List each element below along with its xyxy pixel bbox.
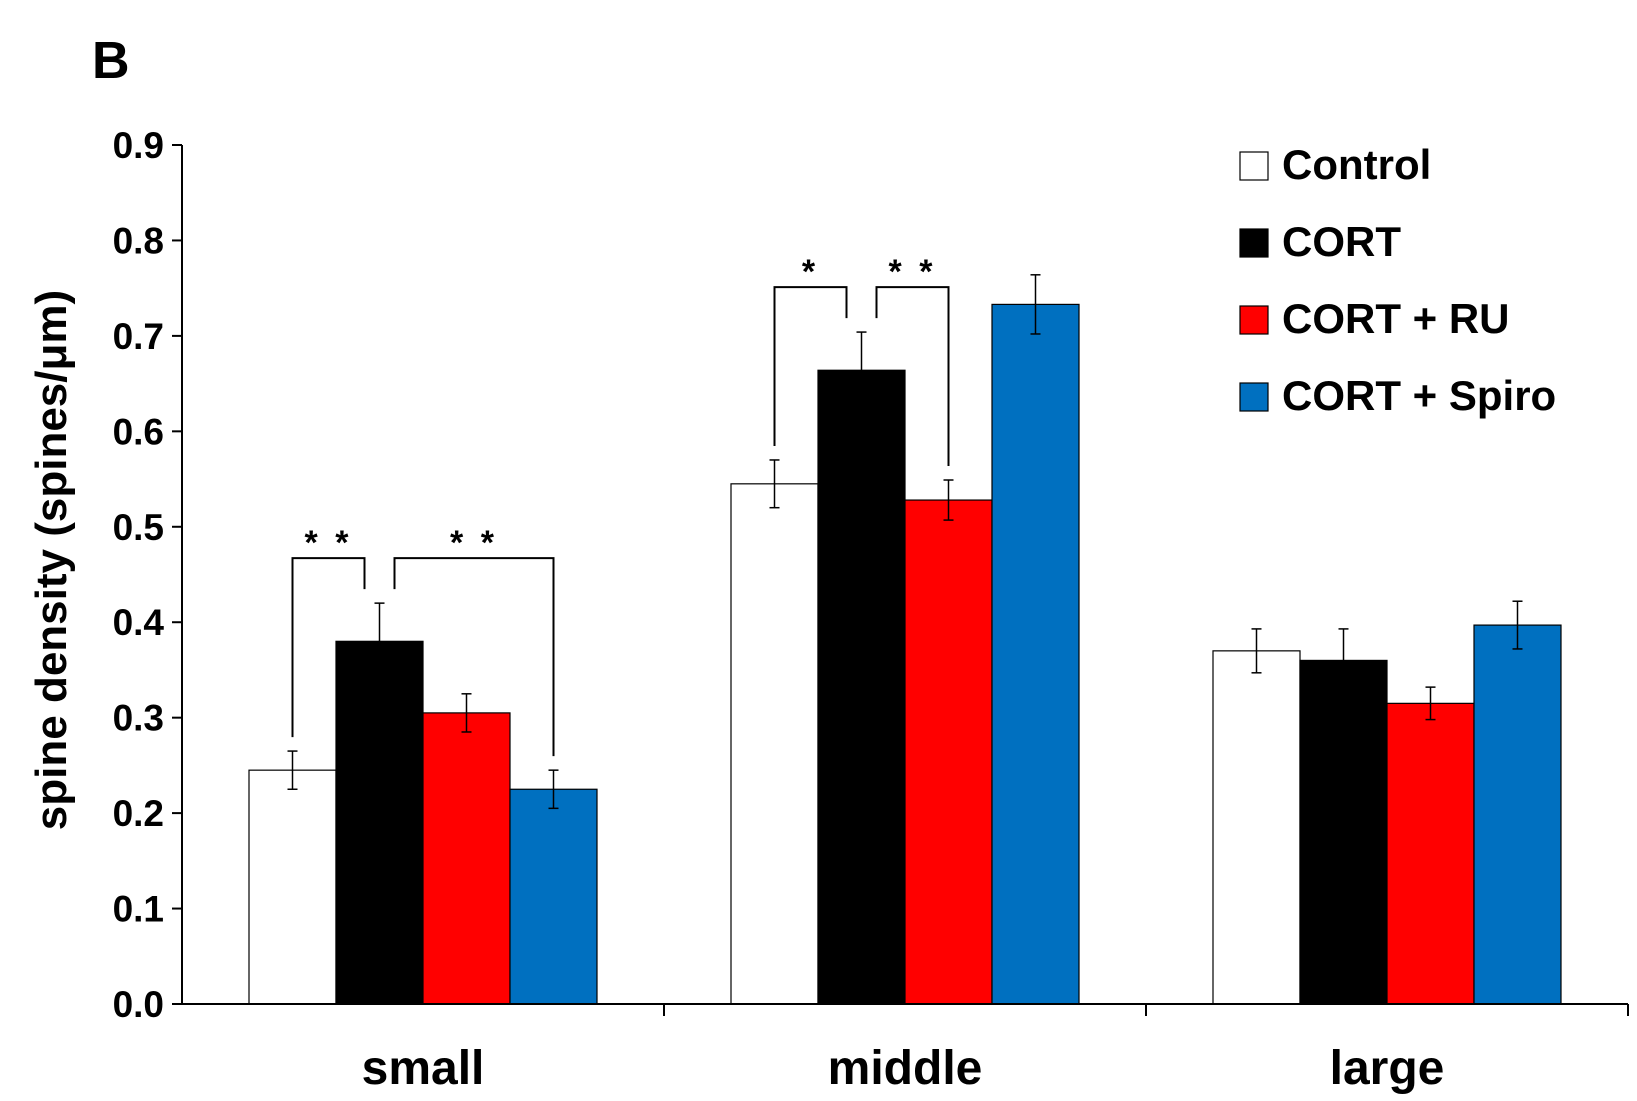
legend-swatch: [1239, 151, 1269, 181]
legend: Control CORT CORT + RU CORT + Spiro: [1239, 141, 1556, 419]
bar: [730, 483, 819, 1005]
error-bar: [1030, 274, 1041, 335]
bar: [1212, 650, 1301, 1005]
significance-bracket: [773, 286, 848, 446]
significance-label: * *: [450, 524, 498, 562]
error-bar: [769, 459, 780, 509]
y-tick-label: 0.2: [113, 793, 164, 834]
y-tick-label: 0.5: [113, 507, 164, 548]
y-tick-label: 0.6: [113, 411, 164, 452]
legend-label: Control: [1282, 141, 1431, 188]
bar: [817, 369, 906, 1005]
error-bar: [548, 769, 559, 810]
significance-label: * *: [889, 253, 937, 291]
bar: [248, 769, 337, 1005]
y-tick-label: 0.8: [113, 220, 164, 261]
error-bar: [943, 479, 954, 521]
error-bar: [1425, 686, 1436, 721]
y-tick-label: 0.0: [113, 984, 164, 1025]
error-bar: [1512, 600, 1523, 650]
legend-swatch: [1239, 228, 1269, 258]
y-tick-label: 0.3: [113, 698, 164, 739]
x-tick-label: middle: [828, 1042, 983, 1095]
x-tick-label: small: [362, 1042, 485, 1095]
legend-swatch: [1239, 305, 1269, 335]
significance-bracket: [393, 557, 555, 757]
x-tick-label: large: [1330, 1042, 1445, 1095]
legend-swatch: [1239, 382, 1269, 412]
error-bar: [374, 602, 385, 681]
y-axis-label: spine density (spines/μm): [27, 290, 76, 830]
legend-label: CORT + RU: [1282, 295, 1510, 342]
y-tick-label: 0.1: [113, 889, 164, 930]
bar: [1386, 702, 1475, 1005]
error-bar: [1251, 628, 1262, 674]
legend-label: CORT: [1282, 218, 1401, 265]
error-bar: [287, 750, 298, 790]
significance-label: * *: [305, 524, 353, 562]
bar: [509, 788, 598, 1005]
error-bar: [461, 693, 472, 733]
bar: [991, 303, 1080, 1005]
error-bar: [1338, 628, 1349, 693]
y-tick-label: 0.4: [113, 602, 165, 643]
significance-bracket: [291, 557, 366, 738]
bar: [422, 712, 511, 1005]
error-bar: [856, 331, 867, 410]
significance-label: *: [802, 253, 819, 291]
significance-bracket: [875, 286, 950, 467]
y-tick-label: 0.9: [113, 125, 164, 166]
bar: [335, 640, 424, 1005]
bar: [1473, 624, 1562, 1005]
bar: [904, 499, 993, 1005]
legend-label: CORT + Spiro: [1282, 372, 1556, 419]
y-tick-label: 0.7: [113, 316, 164, 357]
panel-label: B: [92, 32, 130, 90]
bar: [1299, 659, 1388, 1005]
